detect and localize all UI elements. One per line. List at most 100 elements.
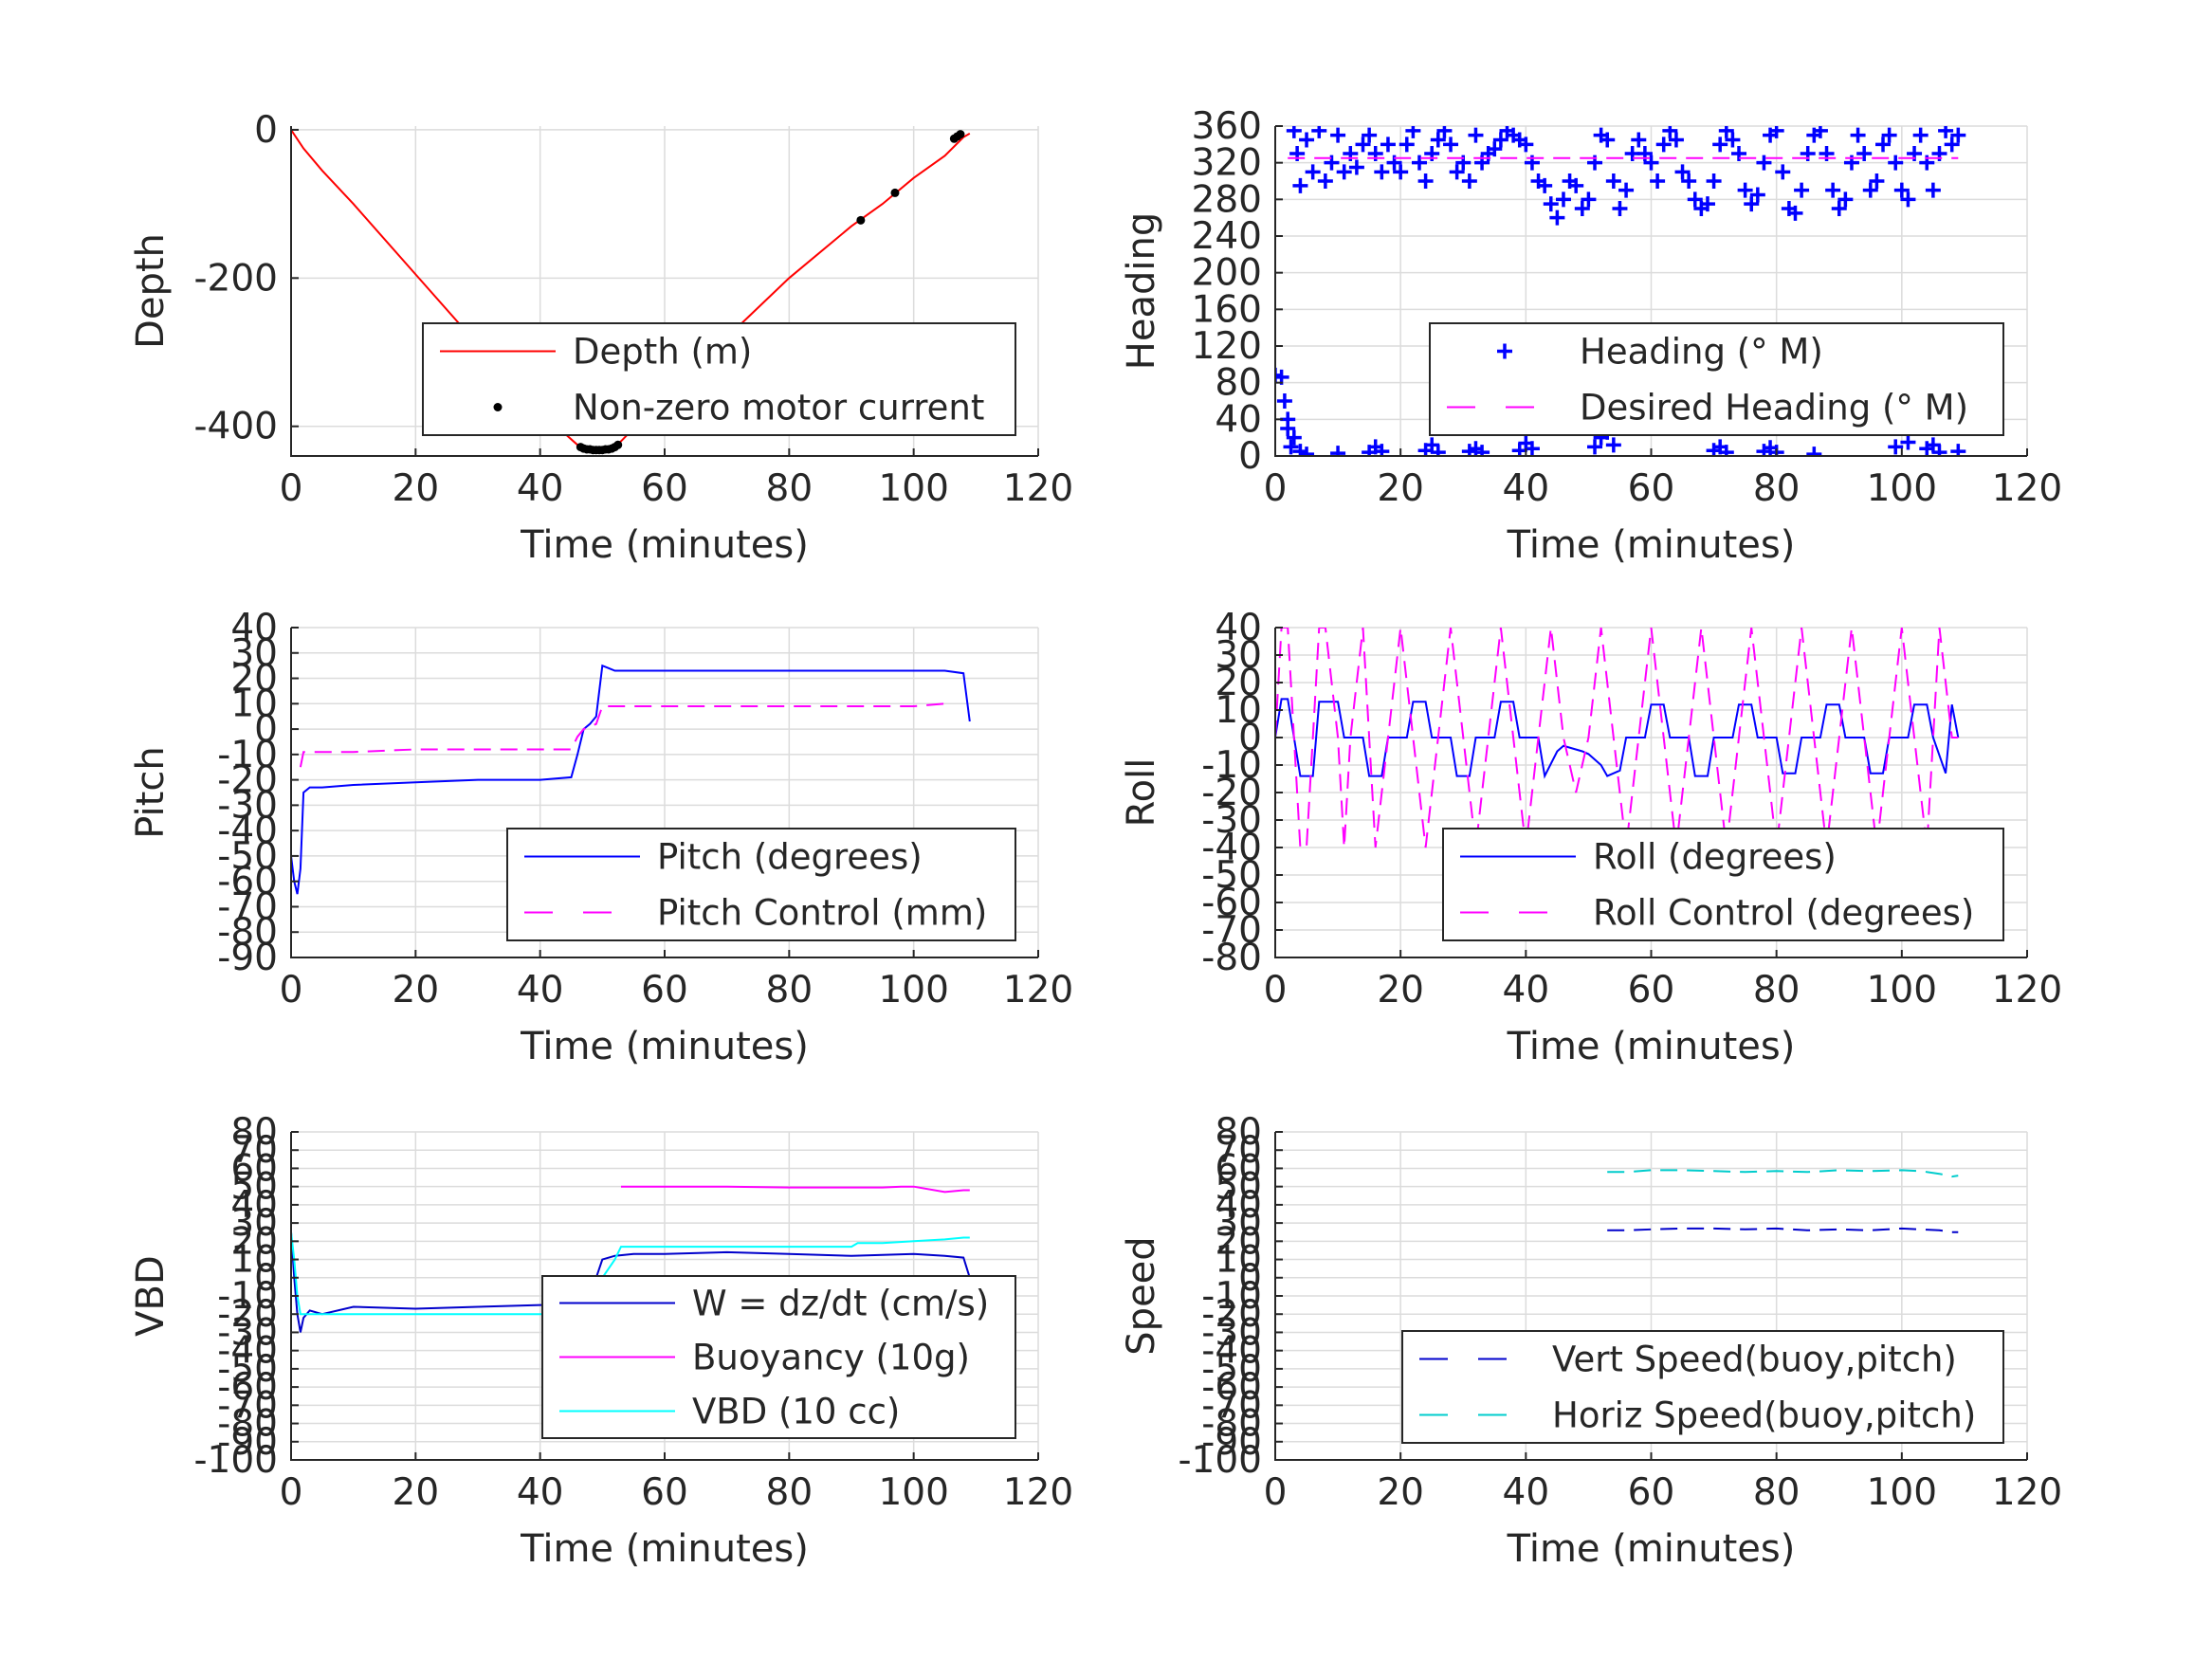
- data-point-heading-m: [1612, 201, 1628, 216]
- y-tick-label: -20: [217, 1293, 278, 1336]
- y-tick-label: 40: [1215, 1184, 1262, 1227]
- y-tick-label: -80: [217, 911, 278, 954]
- data-point-heading-m: [1681, 173, 1697, 189]
- data-point-heading-m: [1718, 126, 1734, 138]
- x-tick-label: 80: [1753, 969, 1801, 1012]
- x-tick-label: 0: [280, 467, 303, 510]
- subplot-4: 0 20 40 60 80 100 120403020100-10-20-30-40-50-…: [1120, 607, 2062, 1068]
- legend-marker-non-zero-motor-current: [493, 403, 503, 411]
- legend-marker-heading-m: [1497, 343, 1512, 359]
- legend-label-pitch-control-mm: Pitch Control (mm): [657, 893, 987, 934]
- y-tick-label: 50: [1215, 1166, 1262, 1209]
- data-point-heading-m: [1749, 187, 1765, 203]
- data-point-heading-m: [1806, 447, 1822, 456]
- x-tick-label: 20: [1377, 969, 1424, 1012]
- data-point-heading-m: [1537, 177, 1553, 193]
- series-line-horiz-speed-buoy-pitch: [1607, 1169, 1959, 1178]
- x-tick-label: 80: [766, 467, 814, 510]
- data-point-heading-m: [1330, 127, 1346, 143]
- data-point-non-zero-motor-current: [890, 188, 900, 197]
- y-tick-label: 30: [230, 1202, 278, 1245]
- legend-label-w-dz-dt-cm-s: W = dz/dt (cm/s): [692, 1284, 989, 1324]
- data-point-heading-m: [1699, 196, 1715, 212]
- y-tick-label: 320: [1192, 142, 1262, 185]
- y-tick-label: 60: [230, 1147, 278, 1190]
- legend: W = dz/dt (cm/s) Buoyancy (10g) VBD (10 cc…: [541, 1275, 1016, 1439]
- y-tick-label: -10: [217, 734, 278, 776]
- data-point-heading-m: [1449, 164, 1465, 180]
- data-point-heading-m: [1869, 173, 1885, 189]
- y-tick-label: -70: [217, 1384, 278, 1427]
- x-tick-label: 60: [1628, 969, 1675, 1012]
- data-point-non-zero-motor-current: [613, 440, 623, 449]
- y-tick-label: 20: [1215, 662, 1262, 704]
- legend: Roll (degrees) Roll Control (degrees): [1442, 828, 2004, 941]
- data-point-heading-m: [1944, 137, 1960, 153]
- series-line-roll-control-degrees: [1275, 628, 1959, 848]
- x-tick-label: 120: [1992, 1471, 2062, 1514]
- data-point-heading-m: [1825, 182, 1841, 198]
- data-point-heading-m: [1605, 437, 1621, 453]
- data-point-heading-m: [1731, 146, 1747, 161]
- y-tick-label: -100: [1178, 1439, 1262, 1482]
- data-point-heading-m: [1380, 137, 1396, 153]
- legend-label-pitch-degrees: Pitch (degrees): [657, 837, 923, 878]
- legend-label-vert-speed-buoy-pitch: Vert Speed(buoy,pitch): [1552, 1340, 1957, 1380]
- data-point-heading-m: [1474, 445, 1490, 456]
- data-point-heading-m: [1574, 201, 1590, 216]
- y-tick-label: 60: [1215, 1147, 1262, 1190]
- x-tick-label: 100: [878, 969, 948, 1012]
- y-tick-label: 30: [1215, 634, 1262, 677]
- y-tick-label: -30: [217, 784, 278, 827]
- data-point-heading-m: [1938, 126, 1954, 138]
- y-tick-label: 20: [230, 658, 278, 701]
- data-point-heading-m: [1518, 137, 1534, 153]
- y-tick-label: 0: [254, 708, 278, 751]
- data-layer: [291, 664, 971, 895]
- y-tick-label: 40: [1215, 607, 1262, 649]
- data-point-non-zero-motor-current: [856, 215, 866, 225]
- data-point-heading-m: [1725, 132, 1741, 148]
- subplot-2: 0 20 40 60 80 100 1200408012016020024028032036…: [1120, 105, 2062, 567]
- legend: Pitch (degrees) Pitch Control (mm): [506, 828, 1016, 941]
- y-tick-label: 120: [1192, 325, 1262, 368]
- y-axis-label: Heading: [1120, 212, 1163, 370]
- legend: Depth (m) Non-zero motor current: [422, 322, 1016, 436]
- y-tick-label: 280: [1192, 178, 1262, 221]
- x-tick-label: 40: [517, 1471, 564, 1514]
- y-tick-label: -60: [1201, 1366, 1262, 1409]
- y-tick-label: 70: [1215, 1129, 1262, 1172]
- data-point-heading-m: [1931, 445, 1947, 456]
- data-point-heading-m: [1487, 141, 1503, 157]
- y-tick-label: 0: [1238, 435, 1262, 478]
- data-point-heading-m: [1775, 164, 1791, 180]
- x-tick-label: 80: [766, 969, 814, 1012]
- data-point-heading-m: [1850, 127, 1866, 143]
- data-point-heading-m: [1443, 137, 1459, 153]
- x-tick-label: 60: [1628, 1471, 1675, 1514]
- legend-label-heading-m: Heading (° M): [1580, 332, 1823, 373]
- data-point-heading-m: [1362, 127, 1378, 143]
- data-point-heading-m: [1631, 132, 1647, 148]
- data-point-heading-m: [1348, 159, 1364, 175]
- legend-label-roll-control-degrees: Roll Control (degrees): [1593, 893, 1974, 934]
- data-point-heading-m: [1650, 173, 1666, 189]
- y-tick-label: -40: [1201, 1330, 1262, 1373]
- data-point-heading-m: [1888, 439, 1904, 455]
- y-tick-label: 360: [1192, 105, 1262, 148]
- x-tick-label: 40: [517, 969, 564, 1012]
- data-point-heading-m: [1543, 196, 1559, 212]
- series-line-vert-speed-buoy-pitch: [1607, 1227, 1959, 1233]
- x-tick-label: 60: [641, 1471, 688, 1514]
- y-tick-label: -20: [1201, 772, 1262, 814]
- x-tick-label: 80: [1753, 467, 1801, 510]
- data-point-heading-m: [1299, 447, 1315, 456]
- y-tick-label: 20: [1215, 1220, 1262, 1263]
- legend-box: [1429, 322, 2004, 436]
- data-point-heading-m: [1355, 137, 1371, 153]
- data-point-heading-m: [1299, 132, 1315, 148]
- y-tick-label: -50: [217, 835, 278, 878]
- x-tick-label: 120: [1992, 467, 2062, 510]
- data-point-heading-m: [1643, 155, 1659, 171]
- x-tick-label: 80: [766, 1471, 814, 1514]
